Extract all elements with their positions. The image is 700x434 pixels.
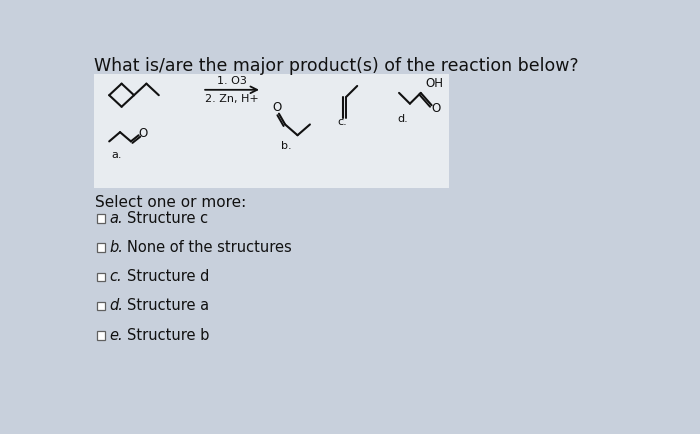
Text: b.: b. xyxy=(281,141,292,151)
Text: What is/are the major product(s) of the reaction below?: What is/are the major product(s) of the … xyxy=(94,57,578,76)
Text: O: O xyxy=(273,101,282,114)
Text: Structure c: Structure c xyxy=(127,210,208,226)
Bar xyxy=(97,302,105,310)
Text: O: O xyxy=(432,102,441,115)
Text: c.: c. xyxy=(337,117,346,127)
Bar xyxy=(97,214,105,223)
Text: 2. Zn, H+: 2. Zn, H+ xyxy=(205,94,258,104)
Text: d.: d. xyxy=(109,298,123,313)
Text: OH: OH xyxy=(426,77,443,90)
Text: Structure b: Structure b xyxy=(127,328,209,342)
Text: d.: d. xyxy=(398,114,408,124)
Text: O: O xyxy=(139,127,148,140)
Text: c.: c. xyxy=(109,269,122,284)
Text: Structure a: Structure a xyxy=(127,298,209,313)
Text: None of the structures: None of the structures xyxy=(127,240,292,255)
Bar xyxy=(97,331,105,340)
Text: a.: a. xyxy=(109,210,122,226)
Bar xyxy=(97,243,105,252)
Text: b.: b. xyxy=(109,240,123,255)
Text: e.: e. xyxy=(109,328,122,342)
Text: Select one or more:: Select one or more: xyxy=(95,195,246,210)
Text: Structure d: Structure d xyxy=(127,269,209,284)
Bar xyxy=(97,273,105,281)
Bar xyxy=(94,74,449,187)
Text: 1. O3: 1. O3 xyxy=(217,76,246,85)
Text: a.: a. xyxy=(112,150,122,160)
